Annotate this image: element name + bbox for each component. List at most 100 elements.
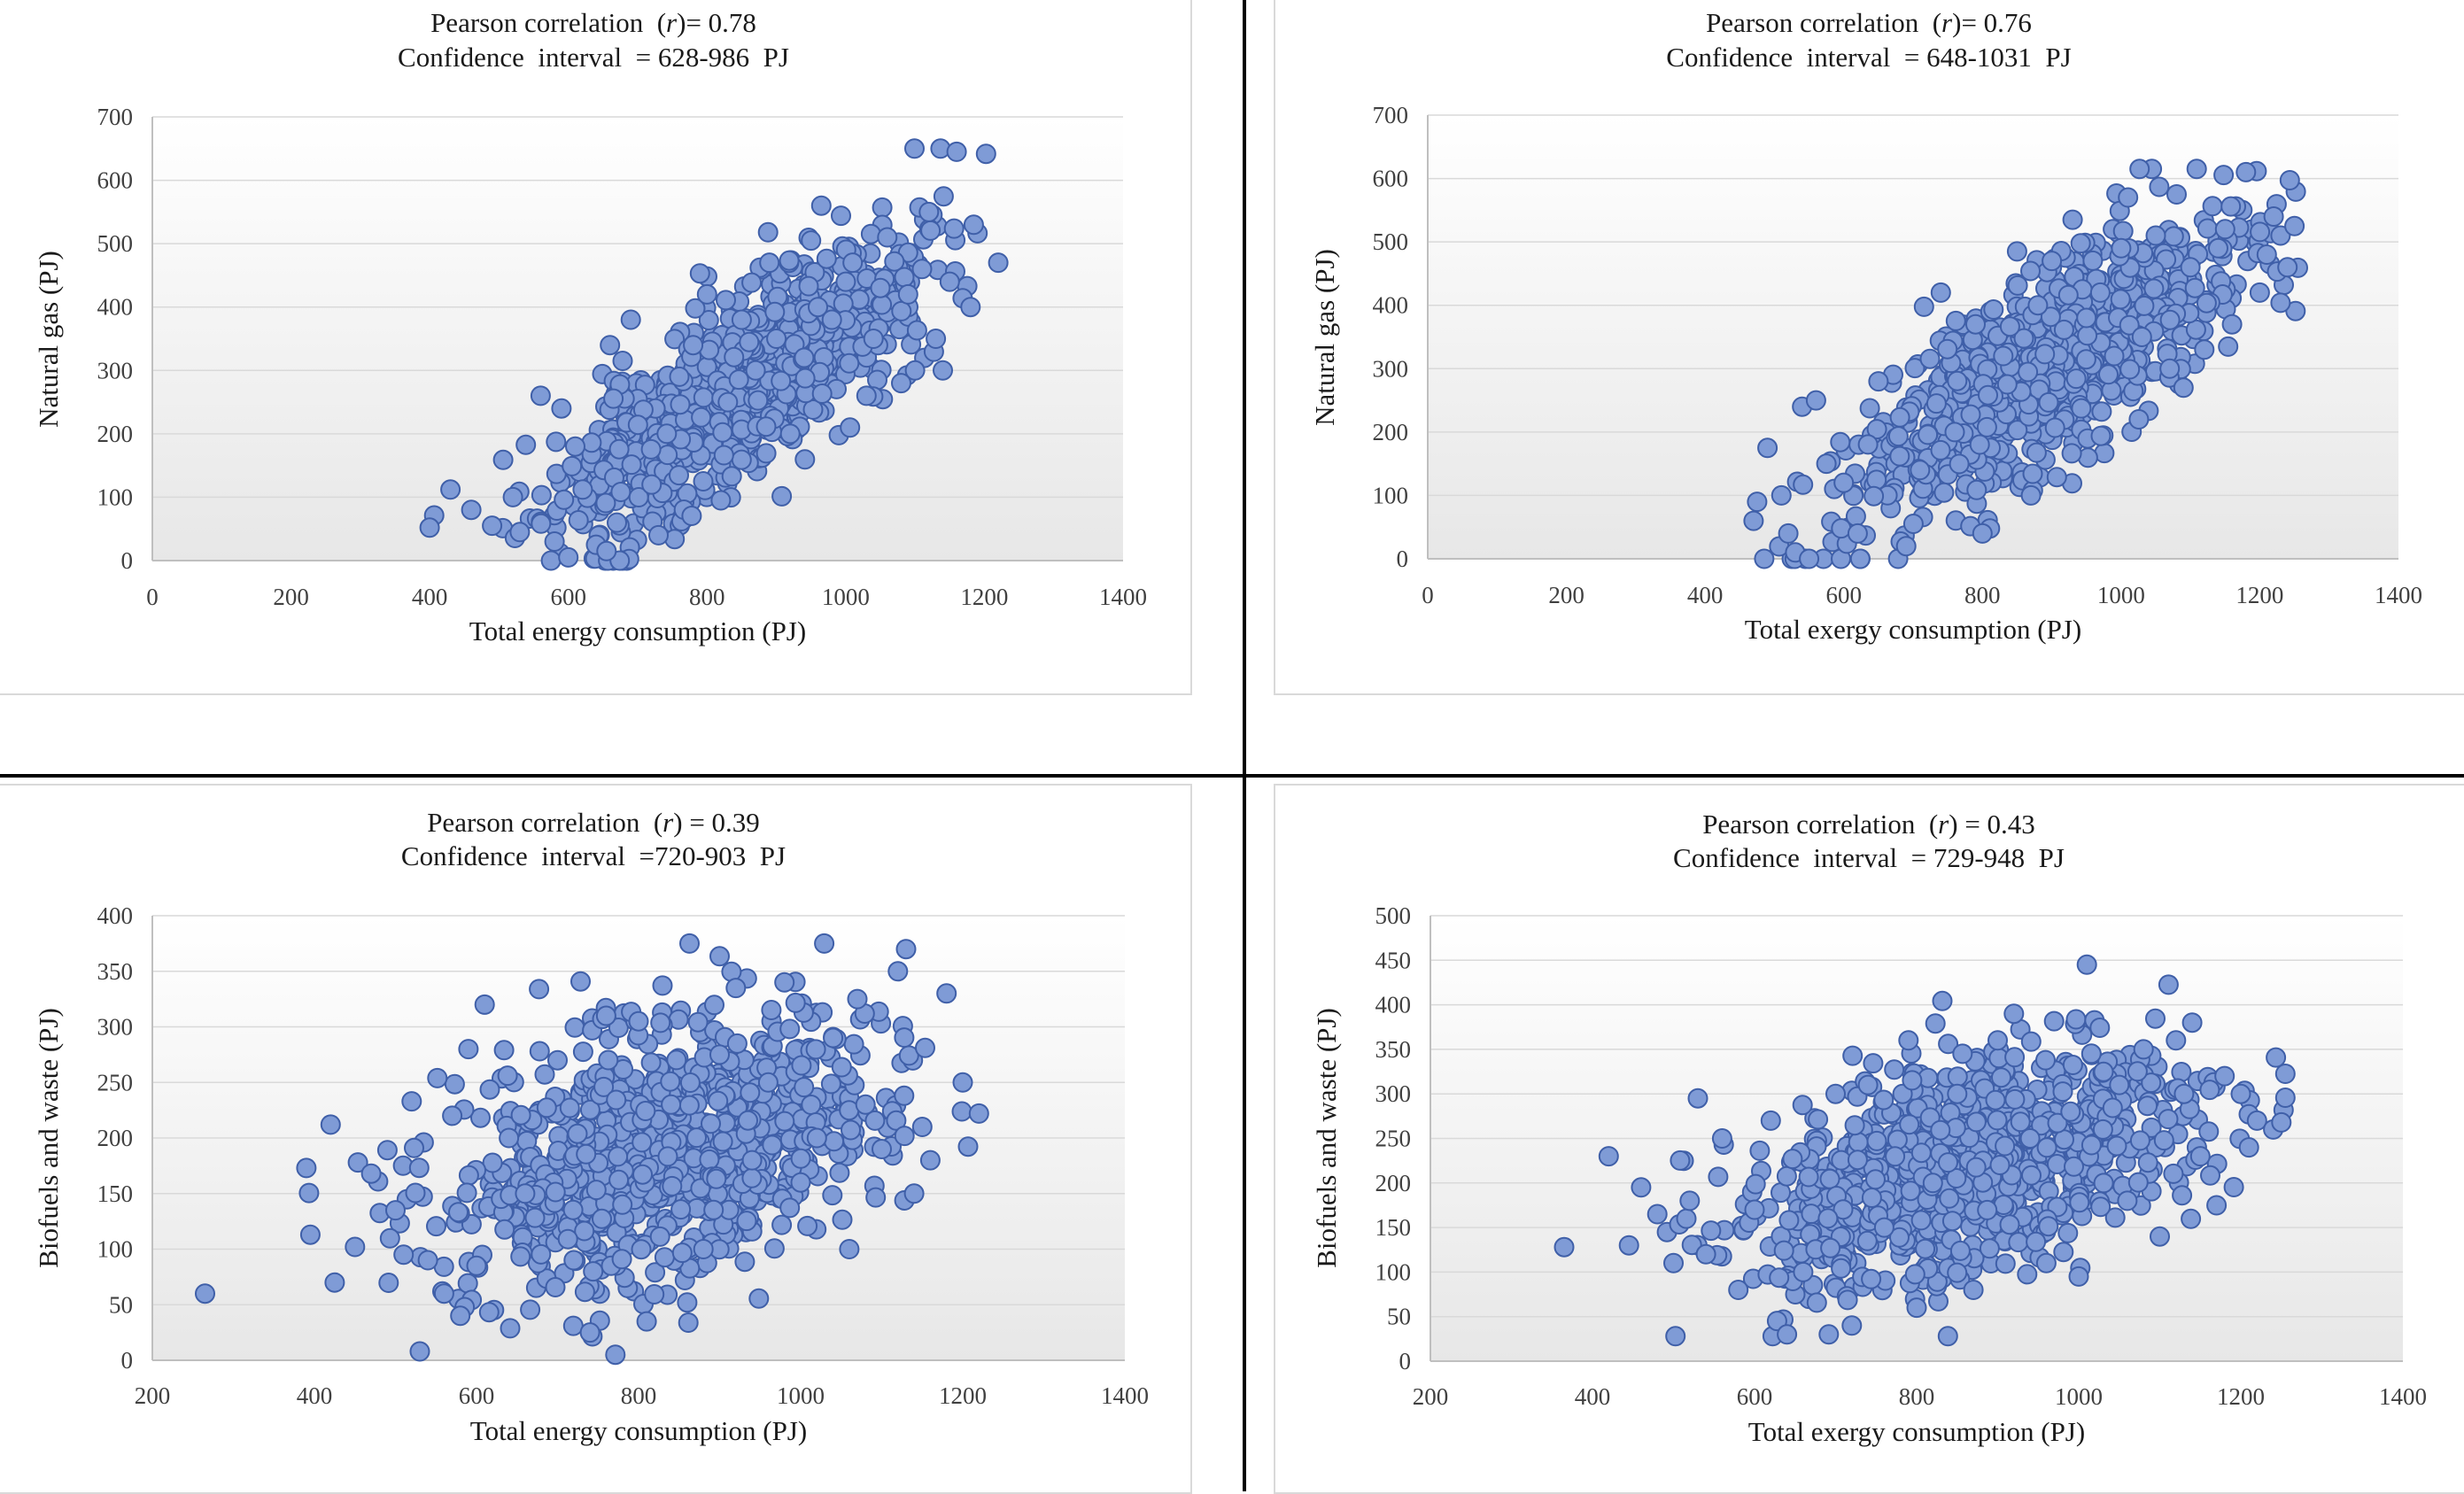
x-tick-label: 600 xyxy=(550,584,586,610)
data-point xyxy=(1937,1326,1958,1347)
data-point xyxy=(1676,1208,1697,1229)
data-point xyxy=(1776,1165,1797,1187)
data-point xyxy=(2145,1008,2166,1029)
data-point xyxy=(689,263,710,284)
data-point xyxy=(2158,1109,2179,1130)
y-tick-label: 100 xyxy=(1375,1258,1412,1285)
x-tick-label: 1000 xyxy=(822,584,870,610)
data-point xyxy=(2065,1009,2087,1030)
data-point xyxy=(1665,1326,1686,1347)
data-point xyxy=(2008,1232,2029,1253)
data-point xyxy=(1947,1083,1968,1104)
data-point xyxy=(1989,1155,2011,1175)
data-point xyxy=(2093,1061,2114,1082)
data-point xyxy=(2036,1137,2057,1158)
data-point xyxy=(2158,974,2179,995)
data-point xyxy=(1873,1217,1894,1238)
data-point xyxy=(2266,1047,2287,1068)
data-point xyxy=(2171,1062,2192,1082)
y-tick-label: 150 xyxy=(1375,1214,1412,1241)
y-tick-label: 300 xyxy=(97,357,134,383)
data-point xyxy=(1848,1132,1869,1153)
data-point xyxy=(831,205,851,227)
data-point xyxy=(1831,1258,1852,1279)
data-point xyxy=(1991,1067,2011,1088)
data-point xyxy=(2189,1146,2211,1167)
data-point xyxy=(1925,1013,1946,1034)
y-tick-label: 500 xyxy=(1375,902,1412,929)
data-point xyxy=(2129,1130,2150,1151)
data-point xyxy=(1887,1129,1908,1150)
data-point xyxy=(1947,1066,1968,1088)
data-point xyxy=(1902,1070,1923,1091)
data-point xyxy=(1930,1119,1951,1141)
data-point xyxy=(2271,1111,2292,1133)
data-point xyxy=(1647,1204,1668,1225)
chart-4-title-r: r xyxy=(1938,809,1949,840)
data-point xyxy=(1847,1150,1868,1171)
data-point xyxy=(1818,1324,1840,1345)
x-tick-label: 200 xyxy=(273,584,309,610)
data-point xyxy=(1977,1199,1998,1220)
data-point xyxy=(2274,1064,2296,1084)
y-tick-label: 300 xyxy=(1375,1080,1412,1107)
y-tick-label: 0 xyxy=(121,547,134,574)
chart-2-subtitle: Confidence interval = 648-1031 PJ xyxy=(1666,42,2072,73)
data-point xyxy=(2102,1097,2123,1119)
y-tick-label: 400 xyxy=(97,294,134,321)
data-point xyxy=(2127,1061,2148,1082)
x-tick-label: 600 xyxy=(1737,1383,1773,1410)
data-point xyxy=(1910,1142,1932,1164)
x-tick-label: 400 xyxy=(412,584,448,610)
chart-1-subtitle: Confidence interval = 628-986 PJ xyxy=(398,42,789,73)
data-point xyxy=(1778,1210,1800,1231)
data-point xyxy=(1985,1089,2006,1111)
y-tick-label: 600 xyxy=(97,167,134,194)
data-point xyxy=(2200,1165,2220,1186)
data-point xyxy=(2153,1130,2174,1151)
data-point xyxy=(546,431,567,453)
data-point xyxy=(2274,1088,2296,1108)
data-point xyxy=(2206,1195,2228,1216)
data-point xyxy=(1711,1128,1732,1149)
y-tick-label: 250 xyxy=(1375,1126,1412,1152)
data-point xyxy=(2043,1010,2065,1032)
data-point xyxy=(1806,1292,1827,1313)
x-tick-label: 1400 xyxy=(2379,1383,2427,1410)
data-point xyxy=(2137,1152,2158,1173)
chart-3-title: Pearson correlation (r) = 0.39 xyxy=(0,806,1187,840)
x-tick-label: 0 xyxy=(146,584,159,610)
y-tick-label: 400 xyxy=(1375,992,1412,1018)
data-point xyxy=(2026,1231,2047,1252)
data-point xyxy=(1825,1083,1846,1104)
chart-3-title-post: ) = 0.39 xyxy=(673,807,760,838)
data-point xyxy=(904,138,925,159)
data-point xyxy=(2117,1190,2138,1211)
data-point xyxy=(1915,1238,1936,1259)
data-point xyxy=(1728,1280,1749,1300)
data-point xyxy=(2017,1264,2038,1285)
data-point xyxy=(2150,1226,2170,1247)
data-point xyxy=(2080,1043,2102,1064)
data-point xyxy=(1939,1188,1960,1209)
data-point xyxy=(2090,1196,2111,1218)
data-point xyxy=(2047,1154,2067,1174)
data-point xyxy=(2035,1252,2057,1273)
y-axis-label: Biofuels and waste (PJ) xyxy=(1311,1008,1342,1268)
data-point xyxy=(2109,1074,2130,1095)
y-tick-label: 450 xyxy=(1375,947,1412,973)
data-point xyxy=(2069,1192,2090,1213)
data-point xyxy=(1952,1043,1973,1064)
data-point xyxy=(2057,1222,2079,1243)
data-point xyxy=(2062,1055,2083,1075)
data-point xyxy=(1598,1146,1619,1167)
data-point xyxy=(1910,1210,1932,1231)
data-point xyxy=(1777,1324,1798,1345)
chart-4-subtitle: Confidence interval = 729-948 PJ xyxy=(1673,842,2065,873)
data-point xyxy=(2181,1012,2203,1033)
y-tick-label: 0 xyxy=(1399,1348,1412,1374)
chart-2-title: Pearson correlation (r)= 0.76 xyxy=(1275,6,2462,40)
chart-1-title-pre: Pearson correlation ( xyxy=(430,7,667,38)
y-tick-label: 100 xyxy=(97,484,134,510)
